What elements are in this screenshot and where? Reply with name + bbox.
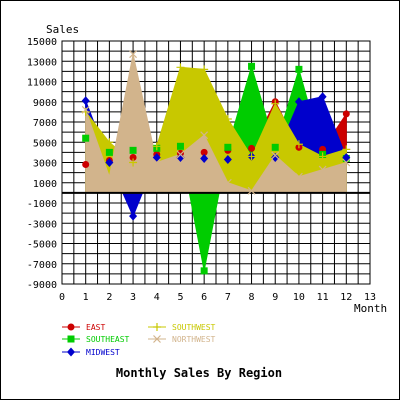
x-tick-label: 13 [364,292,376,303]
data-point-midwest [200,153,209,163]
legend-label-southeast: SOUTHEAST [86,335,130,344]
x-tick-label: 6 [201,292,207,303]
data-point-midwest [129,211,138,221]
data-point-midwest [223,154,232,164]
x-tick-label: 8 [249,292,255,303]
data-point-southwest [152,142,161,151]
x-tick-label: 0 [59,292,65,303]
data-point-southeast [82,134,90,142]
data-point-midwest [176,152,185,162]
legend-marker-southwest [153,323,161,331]
x-tick-label: 5 [177,292,183,303]
data-point-northwest [271,151,280,160]
y-tick-label: -5000 [27,240,57,251]
x-tick-label: 4 [154,292,160,303]
x-tick-label: 3 [130,292,136,303]
series-areas [85,54,347,271]
y-tick-label: 9000 [33,98,57,109]
data-point-northwest [176,150,185,159]
axes [61,40,371,285]
data-point-east [200,148,208,156]
data-point-southwest [105,138,114,147]
x-tick-label: 11 [317,292,329,303]
data-point-east [248,144,256,152]
y-tick-label: 3000 [33,159,57,170]
y-axis-label: Sales [46,23,79,36]
data-point-southwest [176,63,185,72]
x-tick-label: 10 [293,292,305,303]
legend-marker-northwest [153,335,161,343]
series-markers [81,50,351,275]
data-point-northwest [342,158,351,167]
y-tick-label: -7000 [27,260,57,271]
data-point-southeast [105,148,113,156]
data-point-northwest [152,158,161,167]
legend-marker-southeast [67,335,75,343]
data-point-southeast [271,143,279,151]
data-point-east [82,161,90,169]
data-point-southeast [129,146,137,154]
data-point-northwest [223,178,232,187]
legend: EAST SOUTHWEST SOUTHEAST NORTHWEST MIDWEST [62,323,216,357]
data-point-northwest [247,186,256,195]
y-tick-label: 1000 [33,179,57,190]
y-tick-label: 13000 [27,57,57,68]
tick-labels: -9000 -7000 -5000 -3000 -1000 1000 3000 5000 700… [27,37,376,303]
data-point-southwest [342,145,351,154]
y-tick-label: 11000 [27,78,57,89]
data-point-east [342,110,350,118]
data-point-southwest [129,158,138,167]
plot-border [61,40,371,285]
y-tick-label: 5000 [33,138,57,149]
data-point-northwest [129,50,138,59]
data-point-midwest [318,92,327,102]
data-point-southeast [224,143,232,151]
data-point-southwest [247,152,256,161]
data-point-southeast [176,142,184,150]
legend-label-northwest: NORTHWEST [172,335,216,344]
data-point-northwest [200,131,209,140]
data-point-southwest [200,65,209,74]
data-point-southeast [295,65,303,73]
x-axis-label: Month [354,302,387,315]
data-point-northwest [318,165,327,174]
legend-label-midwest: MIDWEST [86,348,120,357]
data-point-northwest [105,172,114,181]
data-point-southwest [223,114,232,123]
data-point-northwest [81,105,90,114]
data-point-midwest [81,96,90,106]
data-point-midwest [294,97,303,107]
data-point-southwest [294,140,303,149]
data-point-southeast [248,62,256,70]
x-tick-label: 12 [340,292,352,303]
y-tick-label: 7000 [33,118,57,129]
data-point-southeast [200,267,208,275]
data-point-northwest [294,172,303,181]
chart-title: Monthly Sales By Region [116,366,282,380]
data-point-east [129,153,137,161]
x-tick-label: 1 [83,292,89,303]
data-point-southwest [271,99,280,108]
legend-label-east: EAST [86,323,105,332]
y-tick-label: -3000 [27,219,57,230]
x-tick-label: 2 [106,292,112,303]
legend-label-southwest: SOUTHWEST [172,323,216,332]
y-tick-label: -9000 [27,280,57,291]
data-point-southwest [318,152,327,161]
y-tick-label: -1000 [27,199,57,210]
x-tick-label: 7 [225,292,231,303]
legend-marker-midwest [67,347,75,357]
x-tick-label: 9 [272,292,278,303]
data-point-midwest [105,158,114,167]
y-tick-label: 15000 [27,37,57,48]
legend-marker-east [67,323,75,331]
data-point-midwest [271,152,280,162]
